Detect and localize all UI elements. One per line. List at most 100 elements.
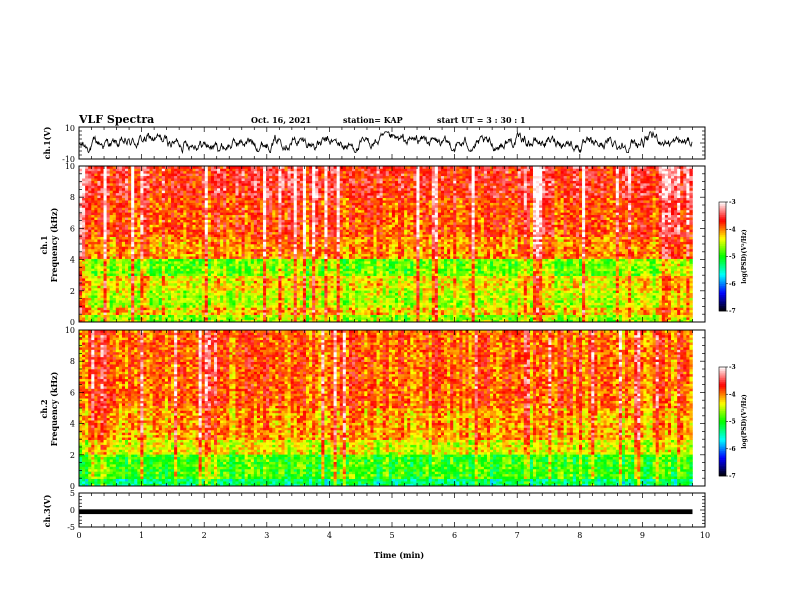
spectrogram-cell [315,280,319,284]
spectrogram-cell [631,319,635,323]
spectrogram-cell [275,297,279,301]
spectrogram-cell [164,292,169,296]
spectrogram-cell [106,307,110,311]
spectrogram-cell [330,278,334,281]
spectrogram-cell [79,285,83,289]
spectrogram-cell [109,265,114,269]
spectrogram-cell [204,317,209,320]
spectrogram-cell [345,292,350,296]
spectrogram-cell [422,304,426,308]
spectrogram-cell [563,268,568,272]
spectrogram-cell [195,314,199,318]
spectrogram-cell [394,309,399,313]
spectrogram-cell [128,297,132,301]
spectrogram-cell [591,292,595,296]
spectrogram-cell [299,304,304,308]
spectrogram-cell [428,302,433,306]
spectrogram-cell [192,300,196,303]
spectrogram-cell [355,290,359,294]
spectrogram-cell [493,275,497,279]
spectrogram-cell [496,263,500,267]
spectrogram-cell [229,278,233,281]
spectrogram-cell [158,270,163,274]
spectrogram-cell [290,307,295,311]
spectrogram-cell [275,268,279,272]
spectrogram-cell [100,268,104,272]
spectrogram-cell [355,304,359,308]
spectrogram-cell [155,307,160,311]
spectrogram-cell [677,297,681,301]
spectrogram-cell [471,268,475,272]
spectrogram-cell [505,290,509,294]
spectrogram-cell [174,309,178,313]
spectrogram-cell [352,304,356,308]
spectrogram-cell [431,280,436,284]
spectrogram-cell [391,270,396,274]
spectrogram-cell [591,309,595,313]
spectrogram-cell [312,265,316,269]
spectrogram-cell [404,287,408,291]
spectrogram-cell [447,285,451,289]
spectrogram-cell [290,312,295,315]
spectrogram-cell [640,285,644,289]
spectrogram-cell [192,280,196,284]
spectrogram-cell [88,270,92,274]
spectrogram-cell [631,287,635,291]
spectrogram-cell [232,270,236,274]
spectrogram-cell [391,268,396,272]
spectrogram-cell [468,304,472,308]
spectrogram-cell [263,270,267,274]
spectrogram-cell [352,319,356,323]
spectrogram-cell [444,273,448,276]
spectrogram-cell [560,312,564,315]
spectrogram-cell [143,297,147,301]
spectrogram-cell [502,292,506,296]
spectrogram-cell [112,290,117,294]
spectrogram-cell [82,270,86,274]
spectrogram-cell [367,275,371,279]
spectrogram-cell [594,297,598,301]
spectrogram-cell [275,312,279,315]
spectrogram-cell [499,270,503,274]
spectrogram-cell [618,270,623,274]
spectrogram-cell [462,292,466,296]
spectrogram-cell [526,263,531,267]
spectrogram-cell [634,297,638,301]
spectrogram-cell [100,300,104,303]
spectrogram-cell [125,285,129,289]
spectrogram-cell [263,263,267,267]
spectrogram-cell [444,314,448,318]
spectrogram-cell [115,295,120,298]
spectrogram-cell [523,273,528,276]
spectrogram-cell [128,319,132,323]
spectrogram-cell [453,265,457,269]
spectrogram-cell [149,317,153,320]
spectrogram-cell [419,319,423,323]
spectrogram-cell [171,273,175,276]
spectrogram-cell [287,280,291,284]
spectrogram-cell [183,314,187,318]
spectrogram-cell [364,309,368,313]
spectrogram-cell [247,295,252,298]
spectrogram-cell [290,280,295,284]
spectrogram-cell [345,285,350,289]
spectrogram-cell [462,270,466,274]
spectrogram-cell [232,285,236,289]
spectrogram-cell [348,283,353,286]
spectrogram-cell [434,278,439,281]
spectrogram-cell [272,302,276,306]
spectrogram-cell [428,312,433,315]
spectrogram-cell [413,263,417,267]
spectrogram-cell [416,290,420,294]
spectrogram-cell [128,285,132,289]
spectrogram-cell [563,300,568,303]
spectrogram-cell [158,280,163,284]
spectrogram-cell [539,312,543,315]
spectrogram-cell [680,319,684,323]
spectrogram-cell [667,292,672,296]
spectrogram-cell [640,265,644,269]
spectrogram-cell [290,285,295,289]
spectrogram-cell [554,302,558,306]
spectrogram-cell [434,302,439,306]
spectrogram-cell [462,265,466,269]
